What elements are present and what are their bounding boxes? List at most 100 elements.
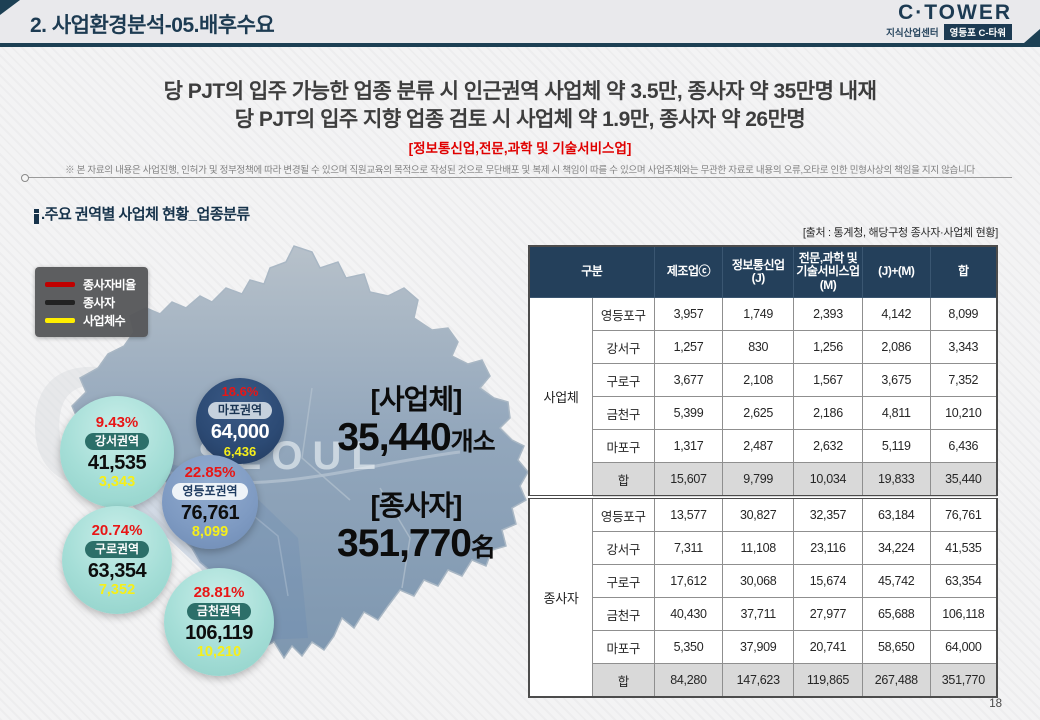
- value-cell: 1,317: [653, 429, 724, 463]
- value-cell: 19,833: [861, 462, 931, 498]
- legend-dark-line-icon: [45, 299, 75, 305]
- value-cell: 1,256: [793, 330, 863, 364]
- district-cell: 합: [592, 462, 655, 498]
- value-cell: 9,799: [722, 462, 795, 498]
- value-cell: 76,761: [929, 495, 998, 532]
- district-cell: 구로구: [592, 363, 655, 397]
- value-cell: 106,118: [929, 597, 998, 631]
- legend-label: 사업체수: [83, 313, 126, 328]
- value-cell: 3,957: [653, 297, 724, 331]
- value-cell: 64,000: [929, 630, 998, 664]
- value-cell: 10,210: [929, 396, 998, 430]
- header-manufacturing: 제조업ⓒ: [653, 245, 724, 298]
- workers-total-label: [종사자]: [370, 490, 463, 521]
- headline-line-1: 당 PJT의 입주 가능한 업종 분류 시 인근권역 사업체 약 3.5만, 종…: [163, 80, 877, 103]
- value-cell: 45,742: [861, 564, 931, 598]
- data-table: 구분 제조업ⓒ 정보통신업 (J) 전문,과학 및 기술서비스업 (M) (J)…: [528, 245, 998, 698]
- value-cell: 13,577: [653, 495, 724, 532]
- table-row: 종사자 영등포구 13,577 30,827 32,357 63,184 76,…: [528, 495, 998, 698]
- callout-guro: 20.74% 구로권역 63,354 7,352: [62, 506, 172, 614]
- table-header-row: 구분 제조업ⓒ 정보통신업 (J) 전문,과학 및 기술서비스업 (M) (J)…: [528, 245, 998, 298]
- value-cell: 23,116: [793, 531, 863, 565]
- value-cell: 2,487: [722, 429, 795, 463]
- value-cell: 1,567: [793, 363, 863, 397]
- business-total-unit: 개소: [450, 428, 496, 456]
- value-cell: 4,142: [861, 297, 931, 331]
- value-cell: 40,430: [653, 597, 724, 631]
- headline-highlight: [정보통신업,전문,과학 및 기술서비스업]: [408, 141, 632, 156]
- legend-label: 종사자비율: [83, 277, 136, 292]
- table-total-row: 합 84,280 147,623 119,865 267,488 351,770: [529, 663, 998, 698]
- callout-businesses-value: 6,436: [223, 443, 257, 459]
- value-cell: 2,393: [793, 297, 863, 331]
- page-title: 2. 사업환경분석-05.배후수요: [30, 14, 275, 37]
- table-row: 사업체 영등포구 3,957 1,749 2,393 4,142 8,099: [528, 297, 998, 498]
- value-cell: 41,535: [929, 531, 998, 565]
- district-cell: 영등포구: [592, 495, 655, 532]
- value-cell: 6,436: [929, 429, 998, 463]
- district-cell: 강서구: [592, 531, 655, 565]
- callout-region-pill: 강서권역: [84, 432, 150, 450]
- value-cell: 351,770: [929, 663, 998, 698]
- callout-percent: 20.74%: [91, 521, 143, 539]
- legend-item: 종사자비율: [45, 275, 136, 293]
- header-gubun: 구분: [528, 245, 655, 298]
- callout-geumcheon: 28.81% 금천권역 106,119 10,210: [164, 568, 274, 676]
- business-total-number: 35,440: [337, 416, 451, 459]
- value-cell: 5,399: [653, 396, 724, 430]
- value-cell: 37,909: [722, 630, 795, 664]
- value-cell: 119,865: [793, 663, 863, 698]
- business-total-label: [사업체]: [370, 384, 463, 415]
- table-row: 강서구 7,311 11,108 23,116 34,224 41,535: [529, 531, 998, 565]
- header-right-triangle-decoration: [1024, 29, 1040, 43]
- value-cell: 2,108: [722, 363, 795, 397]
- callout-businesses-value: 10,210: [196, 643, 242, 660]
- header-bar: 2. 사업환경분석-05.배후수요 C·TOWER 지식산업센터 영등포 C-타…: [0, 0, 1040, 47]
- table-source-note: [출처 : 통계청, 해당구청 종사자·사업체 현황]: [802, 227, 998, 239]
- value-cell: 5,119: [861, 429, 931, 463]
- value-cell: 15,674: [793, 564, 863, 598]
- value-cell: 63,354: [929, 564, 998, 598]
- table-total-row: 합 15,607 9,799 10,034 19,833 35,440: [529, 462, 998, 498]
- value-cell: 37,711: [722, 597, 795, 631]
- brand-logo: C·TOWER 지식산업센터 영등포 C-타워: [886, 1, 1012, 40]
- callout-workers-value: 64,000: [210, 420, 270, 443]
- value-cell: 30,827: [722, 495, 795, 532]
- header-ict: 정보통신업 (J): [722, 245, 795, 298]
- district-cell: 금천구: [592, 396, 655, 430]
- intro-block: 당 PJT의 입주 가능한 업종 분류 시 인근권역 사업체 약 3.5만, 종…: [30, 78, 1010, 176]
- table-row: 금천구 40,430 37,711 27,977 65,688 106,118: [529, 597, 998, 631]
- table-row: 구로구 3,677 2,108 1,567 3,675 7,352: [529, 363, 998, 397]
- table-row: 강서구 1,257 830 1,256 2,086 3,343: [529, 330, 998, 364]
- table-row: 마포구 1,317 2,487 2,632 5,119 6,436: [529, 429, 998, 463]
- section-marker-icon: [34, 209, 39, 224]
- value-cell: 65,688: [861, 597, 931, 631]
- value-cell: 17,612: [653, 564, 724, 598]
- logo-badge: 영등포 C-타워: [943, 24, 1012, 40]
- value-cell: 7,311: [653, 531, 724, 565]
- group-label-business: 사업체: [528, 297, 594, 498]
- legend-item: 종사자: [45, 293, 136, 311]
- callout-mapo: 18.6% 마포권역 64,000 6,436: [196, 378, 284, 464]
- map-legend: 종사자비율 종사자 사업체수: [35, 267, 148, 337]
- header-total: 합: [929, 245, 998, 298]
- district-cell: 강서구: [592, 330, 655, 364]
- header-jm: (J)+(M): [861, 245, 931, 298]
- callout-region-pill: 마포권역: [207, 401, 273, 419]
- district-cell: 마포구: [592, 429, 655, 463]
- callout-businesses-value: 8,099: [191, 523, 229, 540]
- divider-line: [21, 174, 1012, 182]
- district-cell: 마포구: [592, 630, 655, 664]
- logo-brand-text: C·TOWER: [898, 1, 1012, 24]
- legend-yellow-line-icon: [45, 317, 75, 323]
- callout-workers-value: 76,761: [180, 501, 240, 524]
- value-cell: 3,343: [929, 330, 998, 364]
- value-cell: 8,099: [929, 297, 998, 331]
- value-cell: 27,977: [793, 597, 863, 631]
- logo-subtitle: 지식산업센터: [886, 28, 939, 39]
- group-label-workers: 종사자: [528, 495, 594, 698]
- value-cell: 2,186: [793, 396, 863, 430]
- value-cell: 5,350: [653, 630, 724, 664]
- value-cell: 84,280: [653, 663, 724, 698]
